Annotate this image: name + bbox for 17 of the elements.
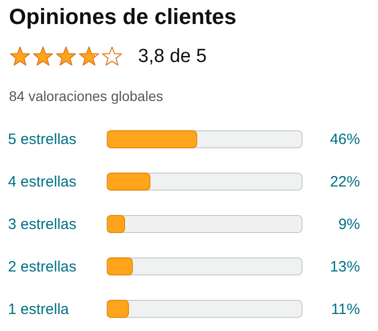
y-tick-label: 1 estrella — [8, 300, 70, 318]
data-label: 13% — [330, 258, 360, 276]
y-tick-label: 3 estrellas — [8, 216, 76, 233]
bar — [107, 300, 129, 318]
data-label: 22% — [330, 174, 360, 191]
y-tick-label: 2 estrellas — [8, 258, 76, 276]
bar — [107, 257, 133, 276]
y-tick-label: 5 estrellas — [8, 131, 76, 148]
chart-title: Opiniones de clientes — [9, 4, 236, 30]
data-label: 9% — [338, 216, 360, 234]
bar — [107, 215, 126, 234]
text: 3,8 de 5 — [138, 46, 207, 68]
data-label: 11% — [331, 300, 360, 318]
bar — [107, 172, 150, 191]
data-label: 46% — [330, 131, 360, 148]
y-tick-label: 4 estrellas — [8, 174, 76, 191]
chart-subtitle: 84 valoraciones globales — [9, 88, 164, 104]
